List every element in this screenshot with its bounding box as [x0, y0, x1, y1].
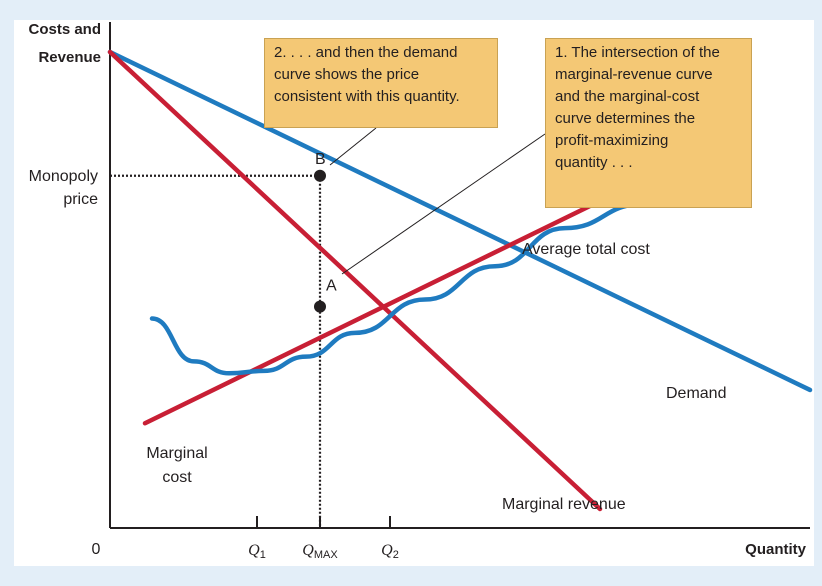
callout-1-line: curve determines the	[555, 110, 696, 127]
callout-demand-price: 2. . . . and then the demand curve shows…	[264, 38, 498, 128]
marginal-cost-curve	[142, 178, 645, 426]
x-tick-label: Q1	[248, 542, 266, 561]
y-tick-label: Monopoly	[29, 168, 98, 185]
callout-1-line: marginal-revenue curve	[555, 66, 713, 83]
demand-curve	[107, 49, 813, 393]
callout-intersection: 1. The intersection of the marginal-reve…	[545, 38, 752, 208]
callout-2-line: 2. . . . and then the demand	[274, 44, 458, 61]
point-a-marker	[314, 300, 326, 313]
y-axis-title: Revenue	[38, 49, 101, 66]
marginal-revenue-curve	[107, 49, 603, 512]
point-b-label: B	[315, 151, 326, 168]
x-axis-title: Quantity	[745, 541, 806, 558]
point-b-marker	[314, 169, 326, 182]
marginal-revenue-label: Marginal revenue	[502, 496, 626, 513]
callout-1-leader	[341, 133, 546, 275]
callout-2-line: curve shows the price	[274, 66, 420, 83]
x-tick-label: Q2	[381, 542, 399, 561]
origin-label: 0	[92, 541, 101, 558]
y-tick-label: price	[63, 191, 98, 208]
demand-label: Demand	[666, 385, 726, 402]
x-tick-label: QMAX	[302, 542, 338, 561]
callout-1-line: profit-maximizing	[555, 132, 669, 149]
callout-1-line: quantity . . .	[555, 154, 633, 171]
marginal-cost-label: cost	[162, 469, 192, 486]
average-total-cost-label: Average total cost	[522, 241, 650, 258]
callout-1-line: 1. The intersection of the	[555, 44, 720, 61]
average-total-cost-curve	[149, 202, 645, 376]
point-a-label: A	[326, 278, 337, 295]
y-axis-title: Costs and	[28, 21, 101, 38]
callout-1-line: and the marginal-cost	[555, 88, 700, 105]
marginal-cost-label: Marginal	[146, 445, 207, 462]
callout-2-line: consistent with this quantity.	[274, 88, 460, 105]
callout-2-leader	[329, 127, 377, 166]
